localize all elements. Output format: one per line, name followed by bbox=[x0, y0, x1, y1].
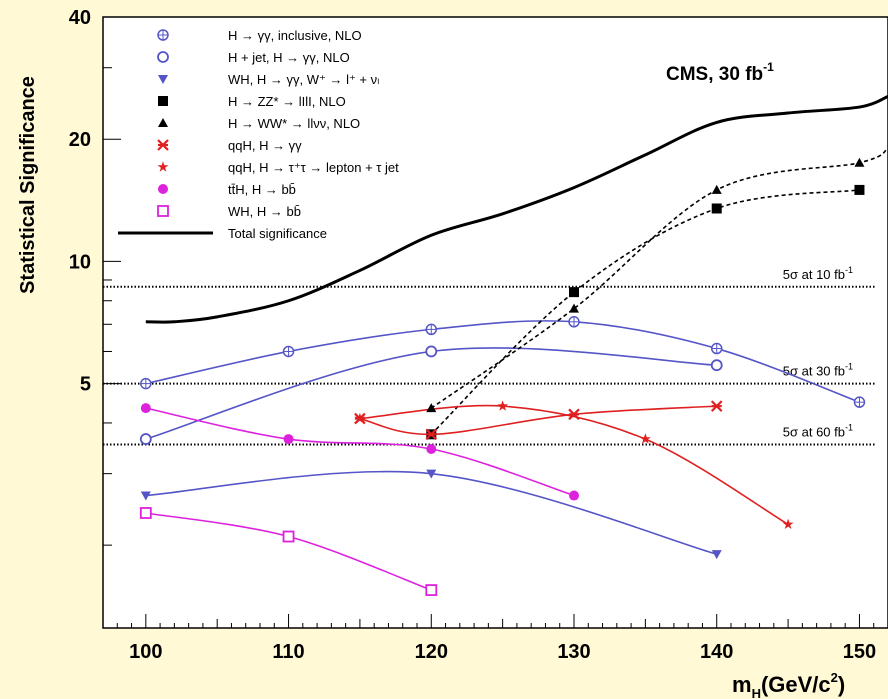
axes: 100 110 120 130 140 150 5 10 20 40 bbox=[69, 7, 888, 663]
legend-label: tt̄H, H → bb̄ bbox=[228, 182, 296, 197]
x-tick-label: 100 bbox=[129, 641, 162, 663]
series-line bbox=[359, 404, 789, 526]
legend-label: WH, H → bb̄ bbox=[228, 204, 301, 219]
reference-line-label: 5σ at 10 fb-1 bbox=[783, 265, 853, 282]
marker-circle-filled bbox=[426, 444, 437, 455]
reference-lines: 5σ at 10 fb-1 5σ at 30 fb-1 5σ at 60 fb-1 bbox=[103, 265, 876, 446]
reference-line-label: 5σ at 30 fb-1 bbox=[783, 362, 853, 379]
y-tick-label: 10 bbox=[69, 251, 91, 273]
marker-triangle-down bbox=[158, 75, 168, 84]
series-line bbox=[359, 405, 717, 436]
marker-circle-open bbox=[425, 345, 438, 358]
marker-circle-open bbox=[710, 359, 723, 372]
marker-circle-open bbox=[157, 51, 169, 63]
marker-square bbox=[569, 287, 579, 298]
marker-triangle-down bbox=[426, 469, 437, 479]
x-tick-label: 140 bbox=[700, 641, 733, 663]
marker-triangle-up bbox=[426, 403, 437, 413]
series-markers bbox=[139, 157, 866, 596]
marker-square-open bbox=[157, 205, 169, 217]
marker-star bbox=[782, 518, 794, 529]
legend-label: H → ZZ* → lIlI, NLO bbox=[228, 94, 346, 109]
reference-line-label: 5σ at 60 fb-1 bbox=[783, 422, 853, 439]
series-line bbox=[145, 407, 575, 497]
legend-label: WH, H → γγ, W⁺ → l⁺ + νₗ bbox=[228, 72, 379, 87]
x-axis-label: mH(GeV/c2) bbox=[732, 670, 845, 699]
marker-square bbox=[854, 184, 865, 195]
marker-star bbox=[157, 161, 169, 172]
legend-label: Total significance bbox=[228, 226, 327, 241]
x-tick-label: 110 bbox=[272, 641, 304, 663]
chart-title: CMS, 30 fb-1 bbox=[666, 60, 774, 85]
legend-label: H → γγ, inclusive, NLO bbox=[228, 28, 362, 43]
marker-triangle-down bbox=[140, 491, 151, 501]
x-tick-label: 150 bbox=[843, 641, 876, 663]
x-tick-label: 120 bbox=[415, 641, 448, 663]
y-tick-label: 20 bbox=[69, 129, 91, 151]
marker-square-open bbox=[139, 507, 152, 519]
marker-triangle-up bbox=[158, 118, 168, 127]
marker-circle-filled bbox=[569, 490, 579, 501]
series-line bbox=[145, 320, 860, 403]
marker-circle-filled bbox=[140, 403, 151, 414]
legend-label: qqH, H → τ⁺τ → lepton + τ jet bbox=[228, 160, 399, 175]
marker-square bbox=[711, 203, 722, 214]
y-tick-label: 40 bbox=[69, 7, 91, 29]
marker-star bbox=[354, 412, 366, 424]
marker-triangle-up bbox=[854, 157, 865, 167]
y-tick-label: 5 bbox=[80, 374, 91, 396]
marker-circle-filled bbox=[283, 434, 294, 445]
marker-triangle-up bbox=[569, 303, 579, 313]
marker-square-open bbox=[282, 530, 295, 543]
legend-label: qqH, H → γγ bbox=[228, 138, 302, 153]
marker-square bbox=[158, 96, 168, 106]
marker-star bbox=[497, 400, 509, 411]
x-tick-label: 130 bbox=[557, 641, 590, 663]
legend-label: H → WW* → llνν, NLO bbox=[228, 116, 360, 131]
marker-square-open bbox=[425, 584, 438, 596]
y-axis-label: Statistical Significance bbox=[17, 76, 39, 294]
marker-triangle-down bbox=[711, 550, 722, 560]
series-line bbox=[145, 94, 888, 324]
series-line bbox=[430, 189, 860, 435]
marker-circle-filled bbox=[158, 184, 168, 194]
marker-star bbox=[639, 433, 651, 444]
marker-circle-open bbox=[139, 433, 152, 445]
legend-label: H + jet, H → γγ, NLO bbox=[228, 50, 350, 65]
marker-triangle-up bbox=[711, 184, 722, 194]
legend: H → γγ, inclusive, NLO H + jet, H → γγ, N… bbox=[118, 28, 399, 241]
